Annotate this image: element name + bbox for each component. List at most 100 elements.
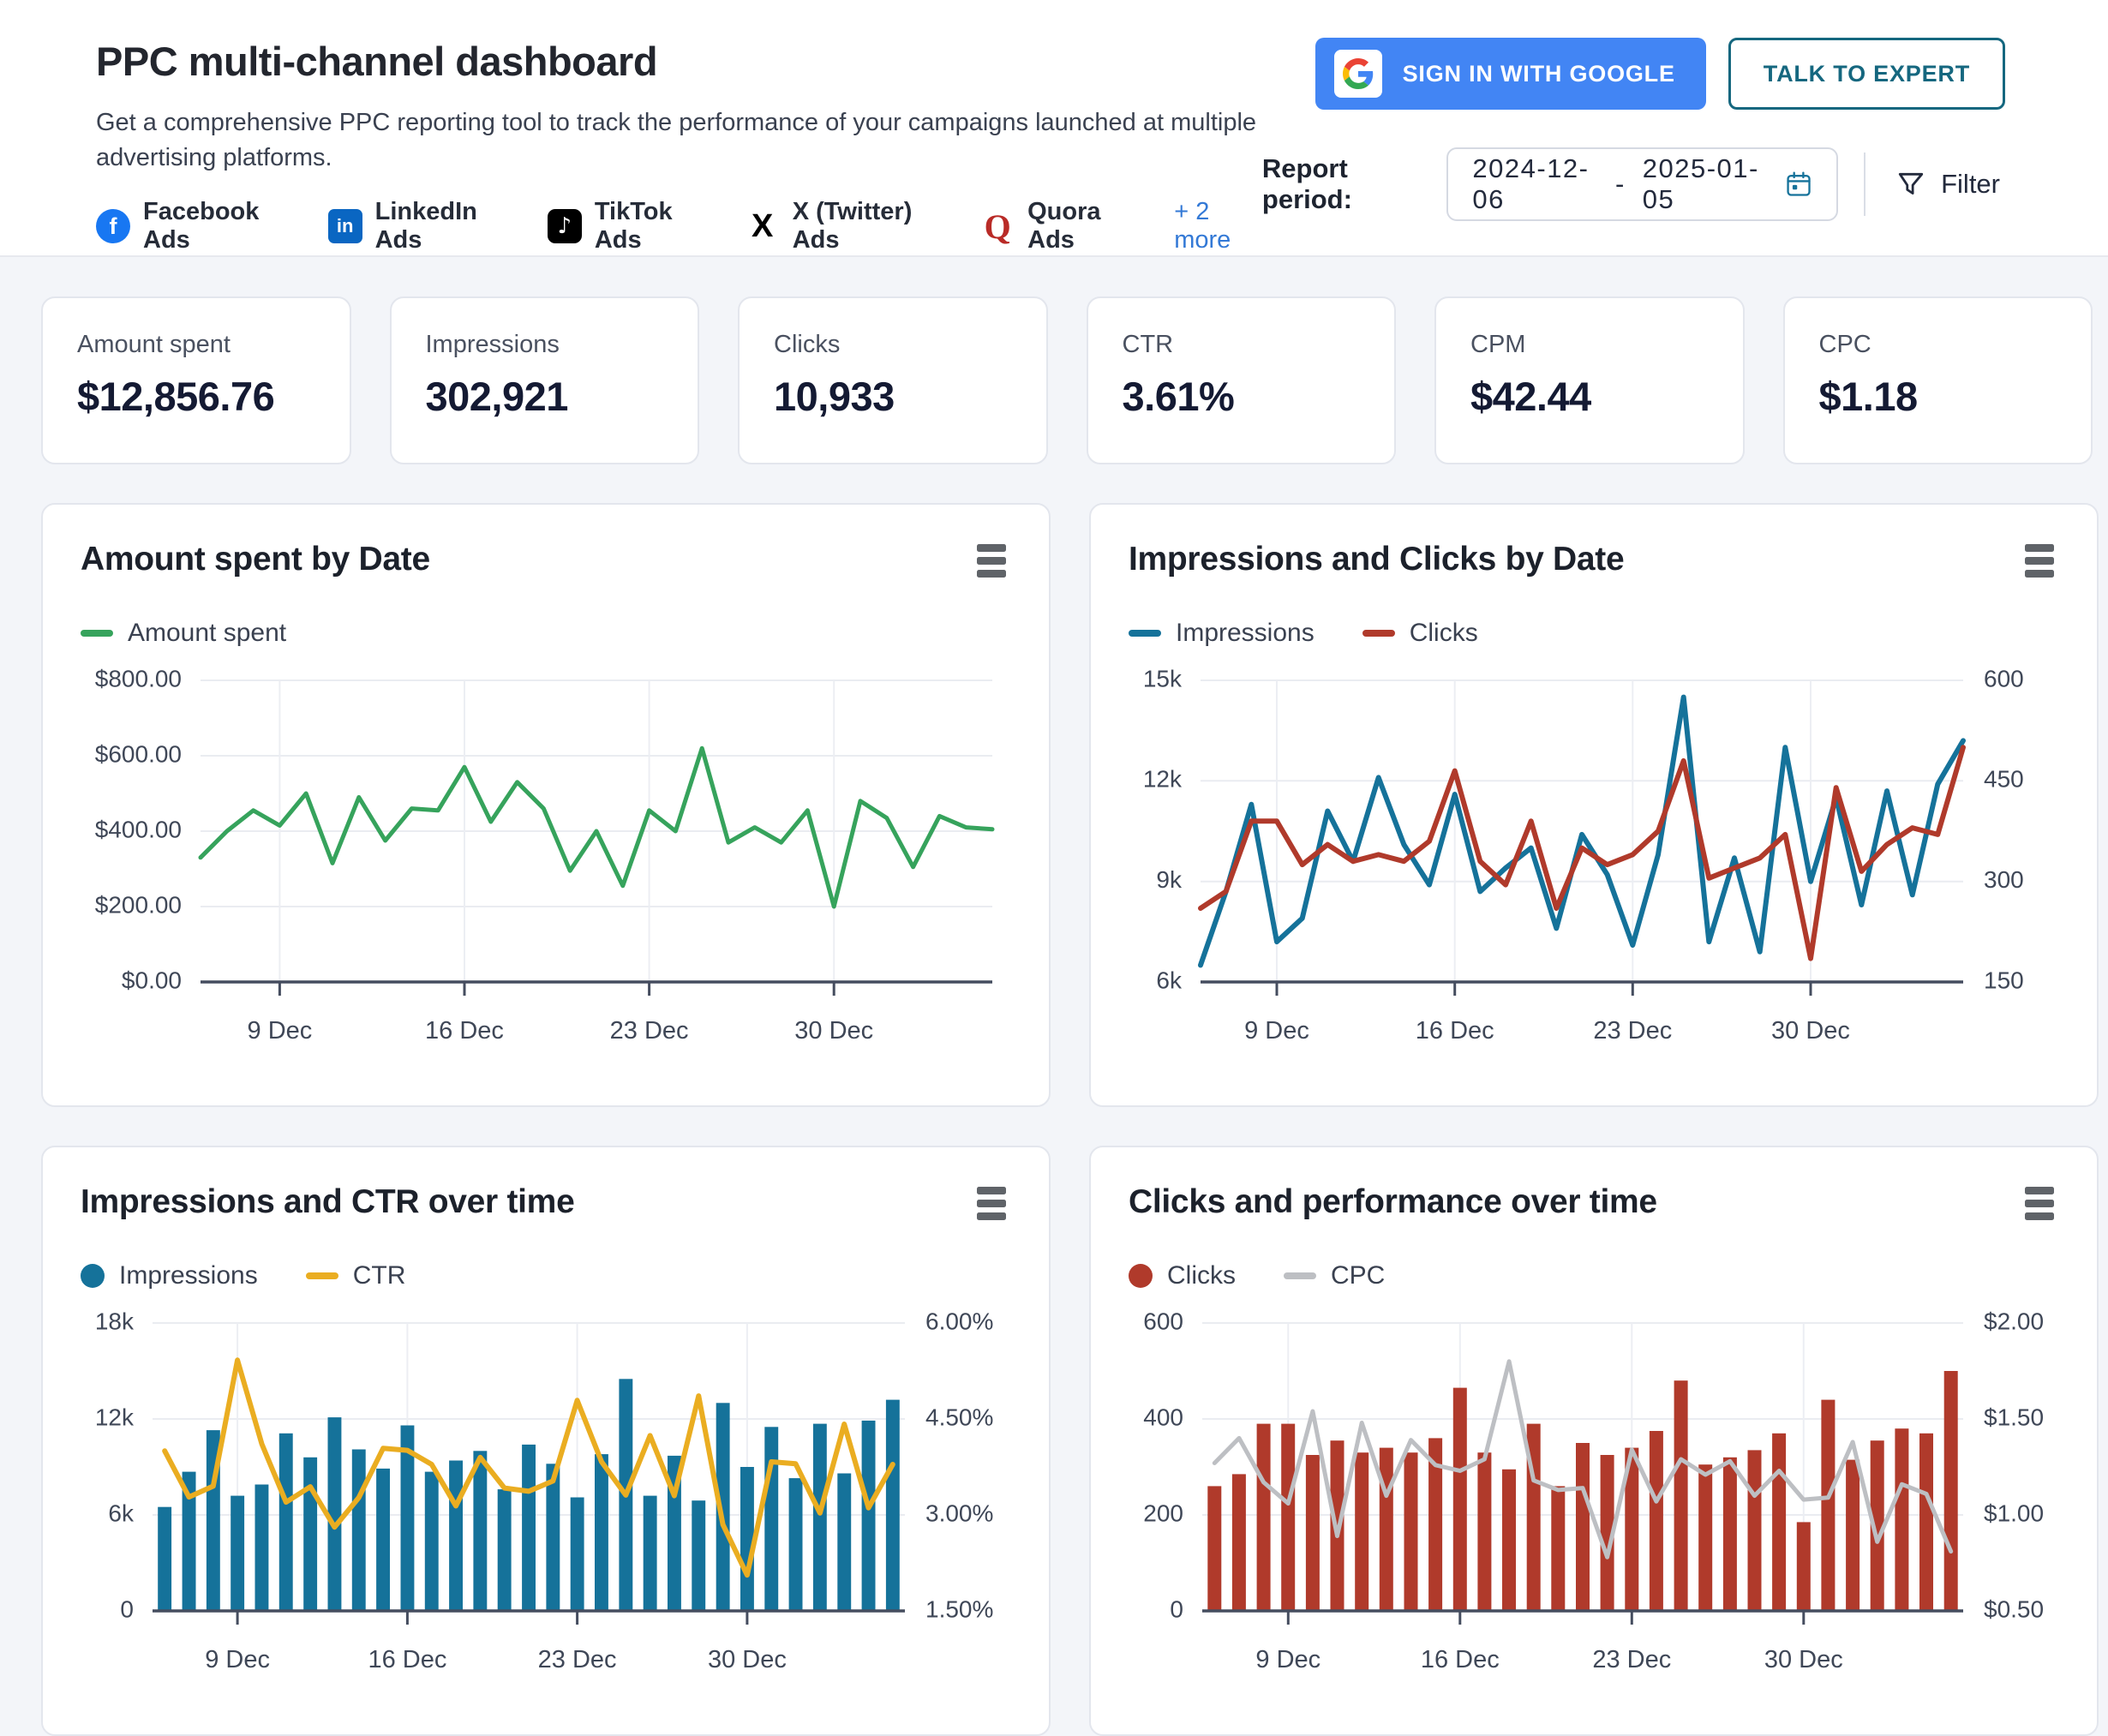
calendar-icon[interactable] — [1785, 168, 1812, 201]
cpc-line — [1212, 1359, 1954, 1559]
legend-label: Clicks — [1409, 619, 1478, 647]
hamburger-icon — [2025, 1187, 2054, 1194]
kpi-card-ctr: CTR 3.61% — [1086, 296, 1396, 464]
sign-in-button-label: SIGN IN WITH GOOGLE — [1402, 60, 1675, 87]
chart-header: Clicks and performance over time — [1129, 1182, 2059, 1225]
clicks-bar — [1698, 1464, 1713, 1611]
y-axis-right-tick-label: $0.50 — [1984, 1595, 2044, 1622]
filter-button[interactable]: Filter — [1891, 168, 2005, 201]
clicks-bar — [1379, 1447, 1393, 1611]
kpi-value: 3.61% — [1122, 374, 1235, 419]
legend-item: Impressions — [1129, 619, 1315, 648]
chart-legend: Impressions Clicks — [1129, 619, 2059, 648]
y-axis-tick-label: 12k — [95, 1404, 135, 1430]
impressions-bar — [837, 1473, 852, 1611]
legend-label: Clicks — [1167, 1261, 1236, 1290]
impressions-bar — [231, 1495, 245, 1611]
chart-canvas: 6k 9k 12k 15k 150 300 450 600 9 Dec 16 Dec 23 Dec 3… — [1143, 668, 2024, 1045]
y-axis-right-tick-label: $1.50 — [1984, 1404, 2044, 1430]
legend-swatch — [81, 630, 113, 637]
talk-to-expert-button[interactable]: TALK TO EXPERT — [1728, 38, 2005, 110]
more-platforms-link[interactable]: + 2 more — [1174, 198, 1231, 254]
platforms-row: f Facebook Ads in LinkedIn Ads ♪ TikTok Ads X X… — [96, 198, 1262, 254]
impressions-and-clicks-by-date-chart-card: Impressions and Clicks by Date Impression… — [1089, 503, 2099, 1107]
sign-in-with-google-button[interactable]: SIGN IN WITH GOOGLE — [1315, 38, 1706, 110]
impressions-bar — [764, 1427, 779, 1611]
platform-label: Quora Ads — [1027, 198, 1101, 254]
x-axis-tick-label: 30 Dec — [708, 1646, 787, 1673]
y-axis-tick-label: 600 — [1143, 1311, 1183, 1334]
clicks-bar — [1551, 1486, 1566, 1611]
impressions-bar — [327, 1417, 342, 1611]
chart-menu-button[interactable] — [2020, 539, 2059, 583]
impressions-bar — [812, 1423, 827, 1611]
x-axis-tick-label: 9 Dec — [1255, 1646, 1320, 1673]
legend-item: CPC — [1284, 1261, 1385, 1290]
google-icon — [1333, 50, 1382, 98]
platform-label: X (Twitter) Ads — [792, 198, 913, 254]
x-axis-tick-label: 16 Dec — [1416, 1017, 1494, 1045]
header-right: SIGN IN WITH GOOGLE TALK TO EXPERT Repor… — [1262, 38, 2005, 221]
divider — [1864, 153, 1866, 216]
y-axis-tick-label: $200.00 — [95, 891, 182, 918]
header-left: PPC multi-channel dashboard Get a compre… — [96, 38, 1262, 254]
y-axis-right-tick-label: 600 — [1984, 668, 2024, 691]
legend-label: CPC — [1331, 1261, 1386, 1290]
impressions-bar — [351, 1449, 366, 1611]
y-axis-tick-label: 18k — [95, 1311, 135, 1334]
y-axis-right-tick-label: 3.00% — [925, 1500, 993, 1526]
clicks-bar — [1355, 1452, 1369, 1611]
impressions-bar — [788, 1478, 803, 1611]
kpi-label: CPM — [1470, 331, 1526, 358]
clicks-bar — [1305, 1455, 1320, 1611]
report-period-end[interactable]: 2025-01-05 — [1642, 153, 1759, 214]
page-subtitle: Get a comprehensive PPC reporting tool t… — [96, 109, 1257, 172]
x-axis-tick-label: 9 Dec — [248, 1017, 313, 1045]
chart-canvas: 0 6k 12k 18k 1.50% 3.00% 4.50% 6.00% 9 Dec 16 Dec… — [95, 1311, 994, 1673]
clicks-bar — [1649, 1431, 1663, 1611]
y-axis-right-tick-label: 450 — [1984, 766, 2024, 793]
quora-icon: Q — [984, 207, 1011, 246]
clicks-bar — [1576, 1443, 1590, 1611]
platform-badge: in LinkedIn Ads — [327, 198, 508, 254]
x-axis-tick-label: 30 Dec — [794, 1017, 873, 1045]
legend-swatch — [305, 1272, 338, 1279]
kpi-card-amount-spent: Amount spent $12,856.76 — [41, 296, 351, 464]
chart-menu-button[interactable] — [972, 1182, 1011, 1225]
legend-item: Amount spent — [81, 619, 286, 648]
y-axis-tick-label: 9k — [1156, 866, 1183, 893]
clicks-bar — [1796, 1522, 1811, 1611]
header-buttons: SIGN IN WITH GOOGLE TALK TO EXPERT — [1315, 38, 2005, 110]
chart-legend: Impressions CTR — [81, 1261, 1011, 1290]
impressions-bar — [158, 1506, 172, 1611]
report-period-start[interactable]: 2024-12-06 — [1472, 153, 1590, 214]
report-period-input[interactable]: 2024-12-06 - 2025-01-05 — [1446, 147, 1839, 221]
platform-label: TikTok Ads — [594, 198, 673, 254]
y-axis-tick-label: 200 — [1143, 1500, 1183, 1526]
amount-spent-line — [198, 745, 995, 909]
legend-swatch — [81, 1264, 105, 1288]
legend-swatch — [1129, 630, 1161, 637]
clicks-line — [1198, 745, 1966, 961]
y-axis-tick-label: $400.00 — [95, 816, 182, 842]
chart-title: Impressions and Clicks by Date — [1129, 541, 1625, 578]
x-twitter-icon: X — [752, 207, 774, 244]
kpi-value: $42.44 — [1470, 374, 1591, 419]
platform-badge: X X (Twitter) Ads — [746, 198, 941, 254]
kpi-card-cpm: CPM $42.44 — [1434, 296, 1745, 464]
chart-title: Impressions and CTR over time — [81, 1183, 575, 1220]
impressions-bar — [716, 1403, 730, 1611]
legend-label: Impressions — [1176, 619, 1315, 647]
y-axis-right-tick-label: 150 — [1984, 967, 2024, 993]
chart-legend: Amount spent — [81, 619, 1011, 648]
kpi-label: Impressions — [425, 331, 560, 358]
y-axis-right-tick-label: 6.00% — [925, 1311, 993, 1334]
chart-menu-button[interactable] — [2020, 1182, 2059, 1225]
report-period-separator: - — [1614, 169, 1626, 199]
amount-spent-by-date-chart-card: Amount spent by Date Amount spent $0.00 $20… — [41, 503, 1051, 1107]
impressions-bar — [570, 1497, 584, 1611]
clicks-bar — [1722, 1457, 1737, 1611]
hamburger-icon — [2025, 544, 2054, 552]
chart-menu-button[interactable] — [972, 539, 1011, 583]
clicks-bar — [1674, 1380, 1688, 1611]
